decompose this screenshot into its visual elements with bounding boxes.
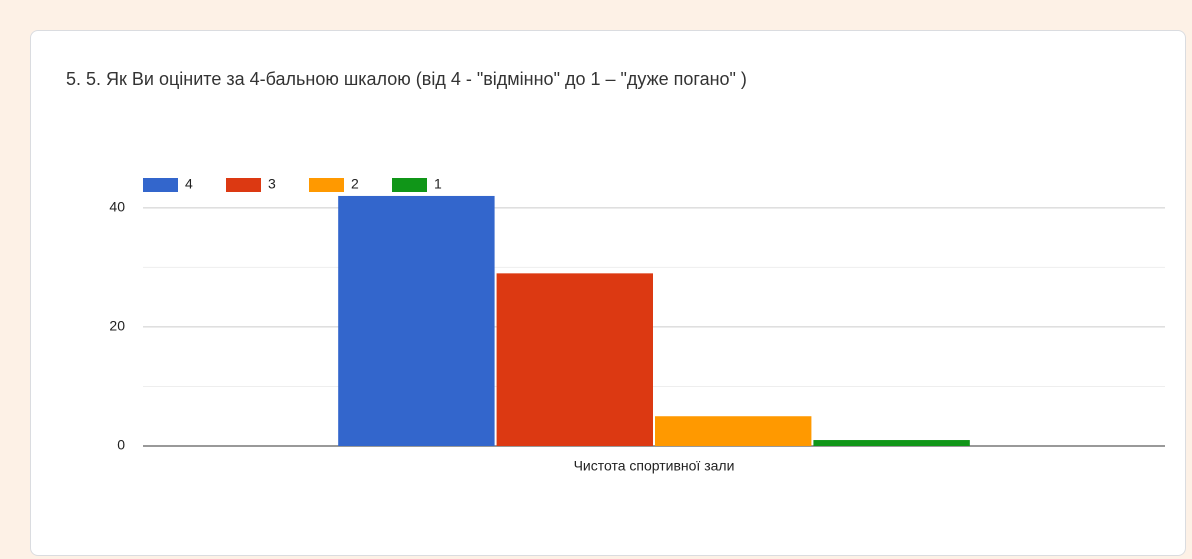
chart-title: 5. 5. Як Ви оціните за 4-бальною шкалою …: [66, 69, 747, 89]
legend-swatch: [226, 178, 261, 192]
y-tick-label: 20: [109, 318, 125, 334]
bar: [813, 440, 970, 446]
legend-swatch: [309, 178, 344, 192]
legend-label: 4: [185, 176, 193, 192]
legend-label: 3: [268, 176, 276, 192]
legend-swatch: [392, 178, 427, 192]
bar: [655, 416, 812, 446]
legend-swatch: [143, 178, 178, 192]
y-tick-label: 40: [109, 199, 125, 215]
bar: [338, 195, 495, 446]
bar: [496, 273, 653, 446]
y-tick-label: 0: [117, 437, 125, 453]
legend-label: 1: [434, 176, 442, 192]
x-tick-label: Чистота спортивної зали: [574, 458, 735, 474]
legend-label: 2: [351, 176, 359, 192]
